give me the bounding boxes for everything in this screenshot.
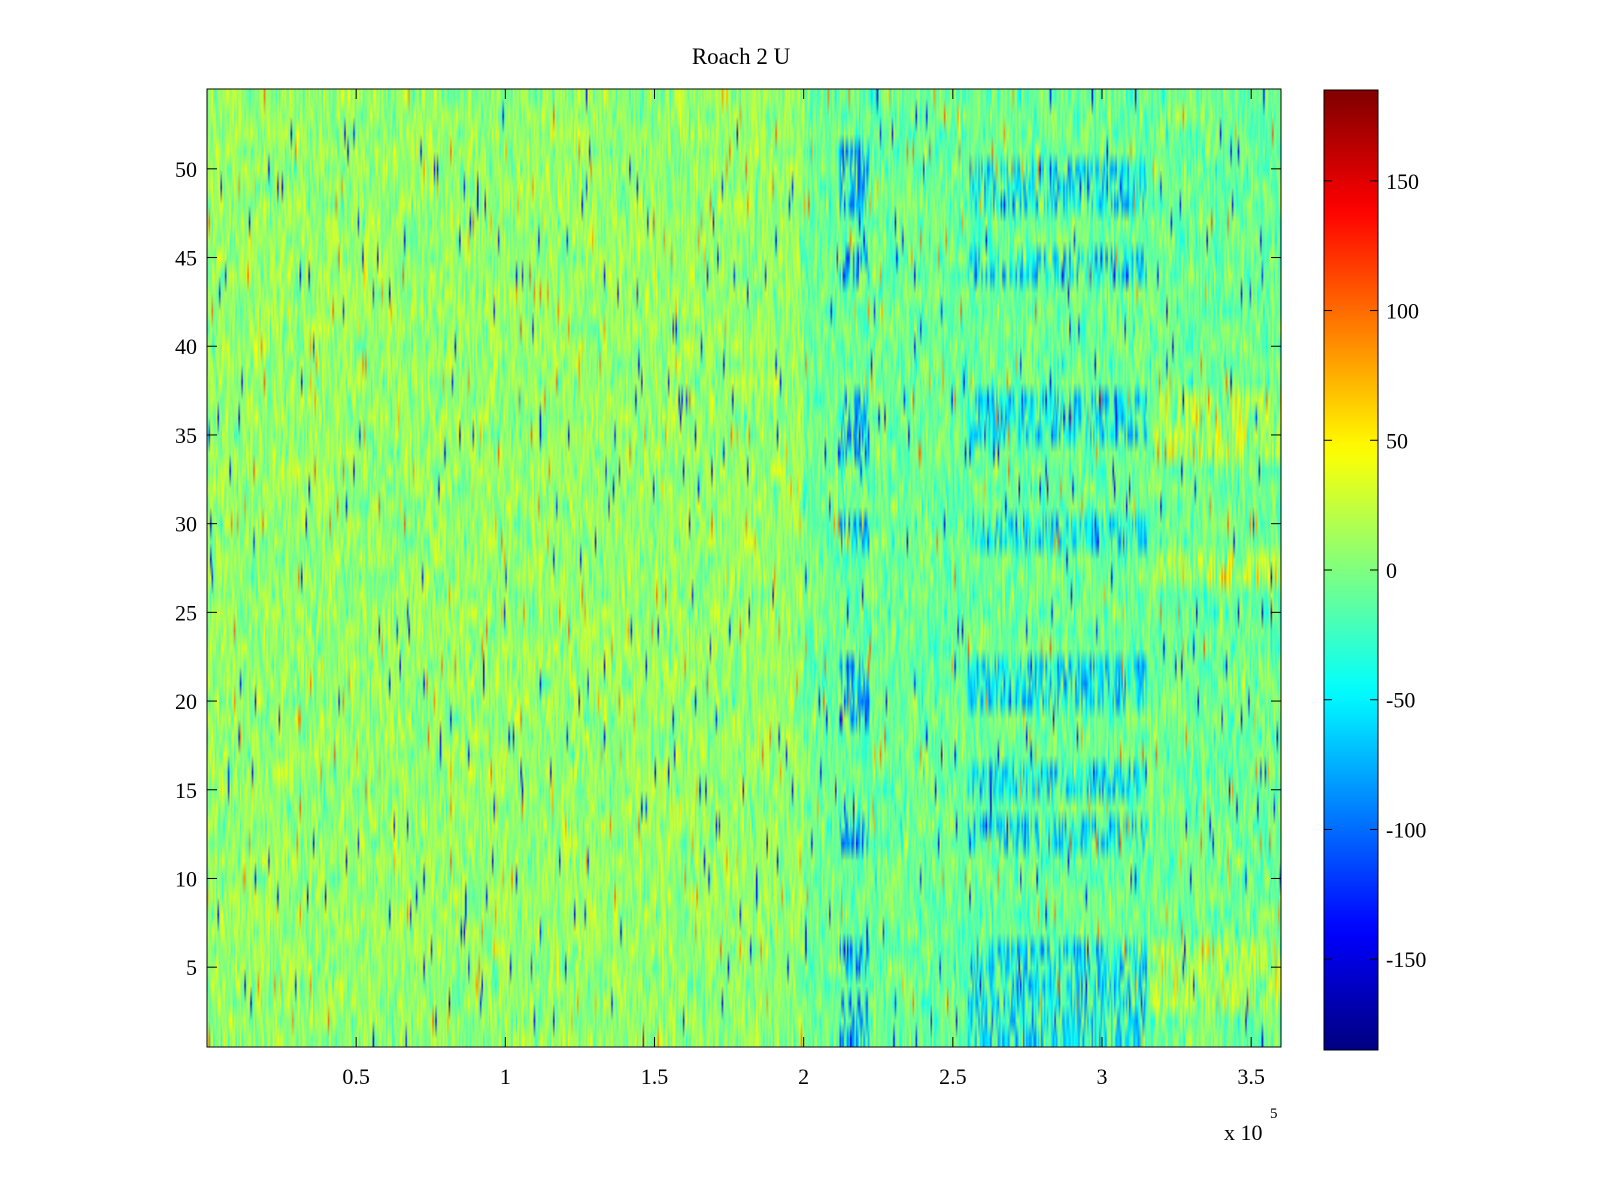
colorbar-tick-label: -100: [1386, 817, 1426, 842]
y-tick-label: 30: [175, 512, 197, 537]
heatmap-area: [207, 89, 1281, 1047]
y-tick-label: 20: [175, 689, 197, 714]
plot-axes-box: [206, 88, 1282, 1048]
x-exponent-power: 5: [1270, 1106, 1278, 1122]
chart-title: Roach 2 U: [692, 44, 791, 69]
y-tick-label: 15: [175, 778, 197, 803]
x-tick-label: 2.5: [939, 1064, 967, 1089]
colorbar-tick-label: 0: [1386, 558, 1397, 583]
y-tick-label: 5: [186, 955, 197, 980]
x-tick-label: 3.5: [1237, 1064, 1265, 1089]
x-tick-label: 3: [1097, 1064, 1108, 1089]
colorbar-tick-label: 50: [1386, 428, 1408, 453]
x-exponent-base: x 10: [1224, 1120, 1263, 1145]
y-tick-label: 35: [175, 423, 197, 448]
y-tick-label: 50: [175, 157, 197, 182]
y-tick-label: 10: [175, 866, 197, 891]
colorbar-ticks: 150 100 50 0 -50 -100 -150: [1324, 169, 1426, 972]
x-tick-label: 2: [798, 1064, 809, 1089]
x-tick-label: 1.5: [641, 1064, 669, 1089]
x-tick-label: 1: [500, 1064, 511, 1089]
y-tick-label: 45: [175, 246, 197, 271]
colorbar-tick-label: 150: [1386, 169, 1419, 194]
colorbar-tick-label: 100: [1386, 299, 1419, 324]
y-tick-label: 40: [175, 334, 197, 359]
heatmap-image: [207, 89, 1281, 1047]
colorbar-gradient: [1324, 90, 1378, 1050]
colorbar-tick-label: -50: [1386, 688, 1415, 713]
y-axis: 5 10 15 20 25 30 35 40 45 50: [175, 157, 1281, 980]
colorbar-tick-label: -150: [1386, 947, 1426, 972]
x-axis: 0.5 1 1.5 2 2.5 3 3.5: [342, 89, 1265, 1089]
x-tick-label: 0.5: [342, 1064, 370, 1089]
colorbar: 150 100 50 0 -50 -100 -150: [1323, 89, 1426, 1051]
y-tick-label: 25: [175, 600, 197, 625]
